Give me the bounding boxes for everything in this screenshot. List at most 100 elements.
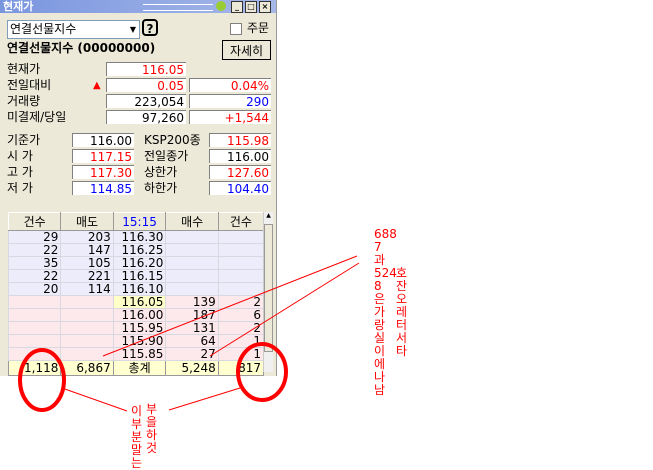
cell: 116.15: [112, 269, 167, 283]
price-value-2: 115.98: [209, 133, 271, 148]
detail-button[interactable]: 자세히: [222, 40, 271, 60]
select-value: 연결선물지수: [10, 22, 77, 36]
annotation-char: 하: [146, 428, 158, 442]
annotation-char: 을: [146, 415, 158, 429]
annotation-char: 부: [146, 402, 158, 416]
status-bulb-icon[interactable]: [216, 1, 226, 11]
annotation-char: 랑: [374, 318, 386, 332]
ask-row: 35 105 116.20: [7, 256, 265, 270]
annotation-char: 에: [374, 357, 386, 371]
column-header[interactable]: 매도: [60, 212, 114, 231]
price-label-2: 하한가: [144, 181, 178, 195]
instrument-select[interactable]: 연결선물지수 ▼: [7, 20, 140, 39]
instrument-title: 연결선물지수 (00000000): [7, 41, 156, 55]
annotation-char: 나: [374, 370, 386, 384]
cell: 116.30: [112, 230, 167, 244]
quote-value: 97,260: [106, 110, 186, 125]
annotation-char: 호: [396, 266, 408, 280]
ask-row: 20 114 116.10: [7, 282, 265, 296]
annotation-char: 은: [374, 292, 386, 306]
maximize-button[interactable]: □: [245, 1, 257, 13]
price-value-2: 116.00: [209, 149, 271, 164]
price-label: 시 가: [7, 149, 33, 163]
order-label: 주문: [247, 21, 270, 35]
cell: 105: [60, 256, 114, 270]
window-title: 현재가: [3, 0, 34, 13]
pointer-line: [102, 255, 358, 357]
total-cell: 817: [217, 360, 265, 376]
scroll-up-icon[interactable]: ▲: [266, 212, 271, 219]
cell: 115.85: [112, 347, 167, 361]
close-button[interactable]: ×: [259, 1, 271, 13]
pointer-line: [168, 387, 241, 411]
cell: 6: [217, 308, 265, 322]
cell: 147: [60, 243, 114, 257]
circle-mark-left: [18, 348, 66, 412]
minimize-button[interactable]: _: [231, 1, 243, 13]
annotation-char: 잔: [396, 279, 408, 293]
quote-value: 116.05: [106, 62, 186, 77]
bid-row: 115.85 27 1: [7, 347, 265, 361]
price-value-2: 104.40: [209, 181, 271, 196]
cell: 116.00: [112, 308, 167, 322]
column-header[interactable]: 15:15: [112, 212, 167, 231]
scroll-thumb[interactable]: [264, 224, 273, 352]
cell: 29: [7, 230, 62, 244]
total-cell: 5,248: [165, 360, 219, 376]
annotation-overlay: [18, 255, 360, 412]
cell: 2: [217, 321, 265, 335]
pointer-line: [61, 387, 128, 412]
annotation-char: 것: [146, 441, 158, 455]
annotation-right-col1: 6887 과 5248 은 가 랑 실 이 에 나 남: [374, 228, 404, 397]
pointer-line: [209, 262, 360, 357]
column-header[interactable]: 건수: [7, 212, 62, 231]
cell: 203: [60, 230, 114, 244]
order-checkbox[interactable]: [230, 23, 242, 35]
price-label-2: 전일종가: [144, 149, 189, 163]
quote-value-2: +1,544: [189, 110, 271, 125]
price-label: 저 가: [7, 181, 33, 195]
orderbook-scrollbar[interactable]: ▲: [263, 212, 273, 372]
annotation-char: 이: [131, 404, 143, 418]
title-bar: 현재가 _ □ ×: [0, 0, 276, 13]
ask-row: 29 203 116.30: [7, 230, 265, 244]
quote-window: 현재가 _ □ × 연결선물지수 ▼ ? 주문 연결선물지수 (00000000)…: [0, 0, 277, 376]
orderbook-table: 건수 매도 15:15 매수 건수 29 203 116.30 22 147 116.25 35 10…: [7, 212, 265, 376]
chevron-down-icon: ▼: [129, 25, 136, 34]
up-triangle-icon: ▲: [93, 80, 101, 91]
price-label: 기준가: [7, 133, 41, 147]
annotation-char: 6887: [374, 227, 397, 254]
quote-value: 223,054: [106, 94, 186, 109]
cell: 35: [7, 256, 62, 270]
cell: 116.05: [112, 295, 167, 309]
cell: 116.20: [112, 256, 167, 270]
help-button[interactable]: ?: [142, 19, 158, 36]
quote-label: 전일대비: [7, 78, 52, 92]
annotation-char: 는: [131, 456, 143, 470]
cell: 221: [60, 269, 114, 283]
price-value: 117.15: [72, 149, 134, 164]
annotation-char: 서: [396, 331, 408, 345]
quote-value: 0.05: [106, 78, 186, 93]
cell: 27: [165, 347, 219, 361]
circle-mark-right: [236, 342, 288, 402]
cell: 1: [217, 347, 265, 361]
total-cell: 6,867: [60, 360, 114, 376]
price-label-2: KSP200종: [144, 133, 201, 147]
quote-label: 거래량: [7, 94, 41, 108]
price-value: 116.00: [72, 133, 134, 148]
price-value-2: 127.60: [209, 165, 271, 180]
annotation-char: 레: [396, 305, 408, 319]
annotation-char: 부: [131, 417, 143, 431]
column-header[interactable]: 매수: [165, 212, 219, 231]
annotation-char: 분: [131, 430, 143, 444]
annotation-char: 말: [131, 443, 143, 457]
price-label-2: 상한가: [144, 165, 178, 179]
quote-label: 현재가: [7, 62, 41, 76]
quote-value-2: 290: [189, 94, 271, 109]
price-value: 117.30: [72, 165, 134, 180]
annotation-char: 오: [396, 292, 408, 306]
cell: 116.10: [112, 282, 167, 296]
